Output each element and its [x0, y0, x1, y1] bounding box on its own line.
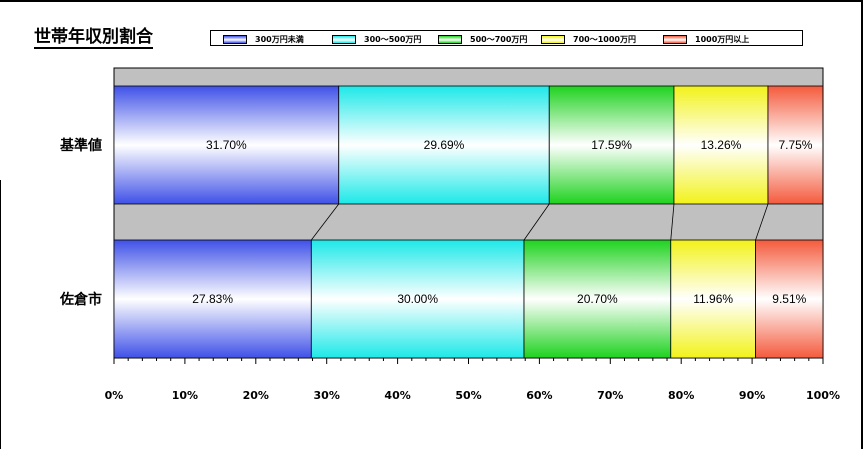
legend-swatch: [332, 34, 356, 44]
value-label: 20.70%: [577, 292, 618, 306]
legend-label: 1000万円以上: [695, 34, 750, 44]
legend-label: 500～700万円: [470, 34, 528, 44]
legend-swatch: [663, 34, 687, 44]
x-tick-label: 20%: [243, 389, 269, 402]
legend: 300万円未満 300～500万円 500～700万円 700～1000万円 1000万…: [210, 30, 803, 46]
x-tick-label: 50%: [455, 389, 481, 402]
series-lines: [310, 203, 769, 241]
legend-item: 300～500万円: [332, 33, 421, 45]
x-tick-label: 30%: [314, 389, 340, 402]
value-label: 30.00%: [397, 292, 438, 306]
x-tick-label: 100%: [806, 389, 840, 402]
bar-segment: [338, 85, 550, 205]
value-labels: 31.70% 29.69% 17.59% 13.26% 7.75% 27.83% 30.00…: [192, 138, 812, 306]
frame-edge: [0, 180, 1, 449]
bar-segment: [670, 239, 756, 359]
series-line: [670, 203, 675, 241]
legend-item: 700～1000万円: [541, 33, 636, 45]
value-label: 9.51%: [772, 292, 806, 306]
bars: [113, 85, 824, 359]
legend-label: 700～1000万円: [573, 34, 636, 44]
value-label: 31.70%: [206, 138, 247, 152]
category-label: 基準値: [60, 137, 102, 154]
x-tick-label: 70%: [597, 389, 623, 402]
category-label: 佐倉市: [59, 291, 102, 308]
value-label: 29.69%: [424, 138, 465, 152]
bar-segment: [673, 85, 769, 205]
legend-item: 300万円未満: [223, 33, 304, 45]
legend-item: 1000万円以上: [663, 33, 749, 45]
bar-segment: [113, 85, 340, 205]
series-line: [523, 203, 550, 241]
value-label: 11.96%: [693, 292, 733, 306]
legend-label: 300万円未満: [255, 34, 304, 44]
bar-segment: [767, 85, 824, 205]
legend-item: 500～700万円: [438, 33, 527, 45]
value-label: 17.59%: [591, 138, 632, 152]
x-tick-label: 80%: [668, 389, 694, 402]
value-label: 27.83%: [192, 292, 233, 306]
x-tick-label: 10%: [172, 389, 198, 402]
x-tick-label: 0%: [105, 389, 124, 402]
value-label: 13.26%: [701, 138, 742, 152]
bar-segment: [755, 239, 824, 359]
bar-segment: [523, 239, 672, 359]
value-label: 7.75%: [778, 138, 812, 152]
bar-segment: [548, 85, 675, 205]
series-line: [310, 203, 340, 241]
series-line: [755, 203, 769, 241]
x-tick-label: 90%: [739, 389, 765, 402]
legend-label: 300～500万円: [364, 34, 422, 44]
x-tick-label: 60%: [526, 389, 552, 402]
x-axis: 0% 10% 20% 30% 40% 50% 60% 70% 80% 90% 100%: [105, 358, 840, 402]
legend-swatch: [223, 34, 247, 44]
x-tick-label: 40%: [384, 389, 410, 402]
chart-title: 世帯年収別割合: [34, 27, 153, 49]
legend-swatch: [541, 34, 565, 44]
bar-segment: [113, 239, 312, 359]
bar-segment: [310, 239, 525, 359]
legend-swatch: [438, 34, 462, 44]
